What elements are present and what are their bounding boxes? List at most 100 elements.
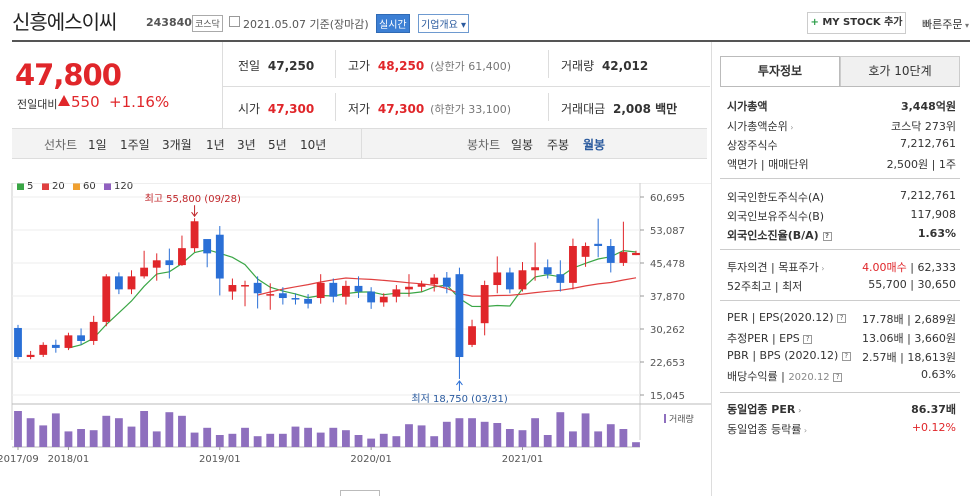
candle-body [632, 252, 640, 256]
volume-bar [291, 426, 300, 447]
volume-bar [367, 438, 376, 447]
candle-body [102, 276, 111, 322]
candle-body [329, 282, 338, 297]
foreign-hold-value: 117,908 [910, 208, 957, 221]
stats-row-divider [222, 86, 710, 87]
y-tick-label: 15,045 [650, 391, 685, 402]
help-icon[interactable]: ? [841, 351, 851, 361]
help-icon[interactable]: ? [833, 372, 843, 382]
candle-body [619, 252, 628, 263]
add-mystock-button[interactable]: + MY STOCK 추가 [807, 12, 906, 34]
help-icon[interactable]: ? [803, 334, 813, 344]
volume-bar [329, 427, 338, 447]
chart-resize-handle[interactable] [340, 490, 380, 496]
help-icon[interactable]: ? [822, 231, 832, 241]
volume-bar [266, 433, 275, 447]
candle-body [266, 294, 275, 296]
chevron-right-icon: › [795, 406, 802, 415]
high-price: 고가 48,250 (상한가 61,400) [348, 57, 511, 74]
candle-body [493, 272, 502, 286]
quick-order-link[interactable]: 빠른주문 ▾ [922, 16, 969, 32]
candle-body [569, 245, 577, 283]
feps-value: 3,660원 [914, 332, 956, 345]
base-date: 2021.05.07 기준(장마감) [243, 18, 369, 31]
tab-order-book[interactable]: 호가 10단계 [840, 56, 960, 87]
per-eps-label: PER | EPS(2020.12) ? [727, 311, 847, 324]
stats-col-divider [335, 93, 336, 121]
period-3m[interactable]: 3개월 [162, 138, 192, 152]
volume-bar [165, 412, 174, 447]
tab-invest-info[interactable]: 투자정보 [720, 56, 840, 87]
help-icon[interactable]: ? [837, 313, 847, 323]
candle-weekly[interactable]: 주봉 [547, 138, 570, 152]
x-tick-label: 2019/01 [199, 454, 241, 465]
x-tick-label: 2018/01 [48, 454, 90, 465]
period-3y[interactable]: 3년 [237, 138, 256, 152]
target-value: 62,333 [917, 261, 957, 274]
candle-monthly[interactable]: 월봉 [583, 138, 606, 152]
calendar-icon [229, 16, 240, 27]
period-1d[interactable]: 1일 [88, 138, 107, 152]
realtime-button[interactable]: 실시간 [376, 14, 410, 33]
legend-ma60: 60 [73, 181, 96, 192]
period-5y[interactable]: 5년 [268, 138, 287, 152]
lower-limit: (하한가 33,100) [430, 103, 511, 116]
sector-per-value: 86.37배 [911, 403, 956, 416]
volume-bar [632, 442, 640, 447]
par-unit-label: 액면가 | 매매단위 [727, 158, 809, 171]
opinion-target-value: 4.00매수 | 62,333 [862, 261, 957, 274]
volume-bar [543, 435, 552, 447]
candle-body [241, 285, 249, 287]
candle-body [291, 298, 300, 300]
volume-bar [531, 418, 540, 447]
mktcap-rank-label[interactable]: 시가총액순위 › [727, 120, 794, 133]
w52-low-value: 30,650 [917, 278, 957, 291]
volume-bar [215, 435, 224, 447]
company-overview-dropdown[interactable]: 기업개요 ▾ [418, 14, 470, 33]
open-label: 시가 [238, 102, 261, 116]
candle-body [518, 270, 527, 290]
candle-daily[interactable]: 일봉 [511, 138, 534, 152]
opinion-target-label: 투자의견 | 목표주가 › [727, 261, 825, 274]
pbr-label: PBR [727, 349, 749, 362]
chevron-right-icon: › [801, 426, 808, 435]
price-change: 550 [71, 93, 100, 111]
candle-body [165, 260, 174, 266]
foreign-limit-label: 외국인한도주식수(A) [727, 191, 825, 204]
period-1y[interactable]: 1년 [206, 138, 225, 152]
prev-close-value: 47,250 [267, 59, 315, 73]
candle-body [190, 221, 199, 249]
quick-order-label: 빠른주문 [922, 18, 963, 31]
chart-top-border [12, 183, 711, 184]
bps-label: BPS (2020.12) [759, 349, 839, 362]
volume-label: 거래량 [561, 59, 595, 73]
candle-body [455, 274, 464, 358]
candle-body [505, 272, 514, 290]
high-value: 48,250 [377, 59, 425, 73]
candle-body [354, 285, 363, 292]
volume-bar [140, 411, 149, 447]
period-10y[interactable]: 10년 [300, 138, 327, 152]
chevron-down-icon: ▾ [962, 21, 970, 30]
fper-feps-label: 추정PER | EPS ? [727, 330, 813, 346]
y-tick-label: 45,478 [650, 259, 685, 270]
section-divider [720, 178, 960, 179]
candle-body [51, 344, 60, 348]
foreign-limit-value: 7,212,761 [900, 189, 956, 202]
period-1w[interactable]: 1주일 [120, 138, 150, 152]
volume-bar [127, 426, 136, 447]
volume-bar [493, 423, 502, 447]
tab-underline [720, 86, 960, 87]
volume-bar [241, 427, 249, 447]
price-chart[interactable]: 60,695 53,087 45,478 37,870 30,262 22,653 15,0… [0, 175, 711, 496]
candle-body [442, 277, 451, 287]
period-divider [361, 129, 362, 159]
stats-col-divider [548, 50, 549, 78]
candle-body [228, 285, 237, 292]
chevron-right-icon: › [787, 123, 794, 132]
max-price-arrowhead [191, 211, 198, 218]
dividend-value: 0.63% [921, 368, 956, 381]
section-divider [720, 392, 960, 393]
candle-body [26, 354, 35, 358]
section-divider [720, 249, 960, 250]
